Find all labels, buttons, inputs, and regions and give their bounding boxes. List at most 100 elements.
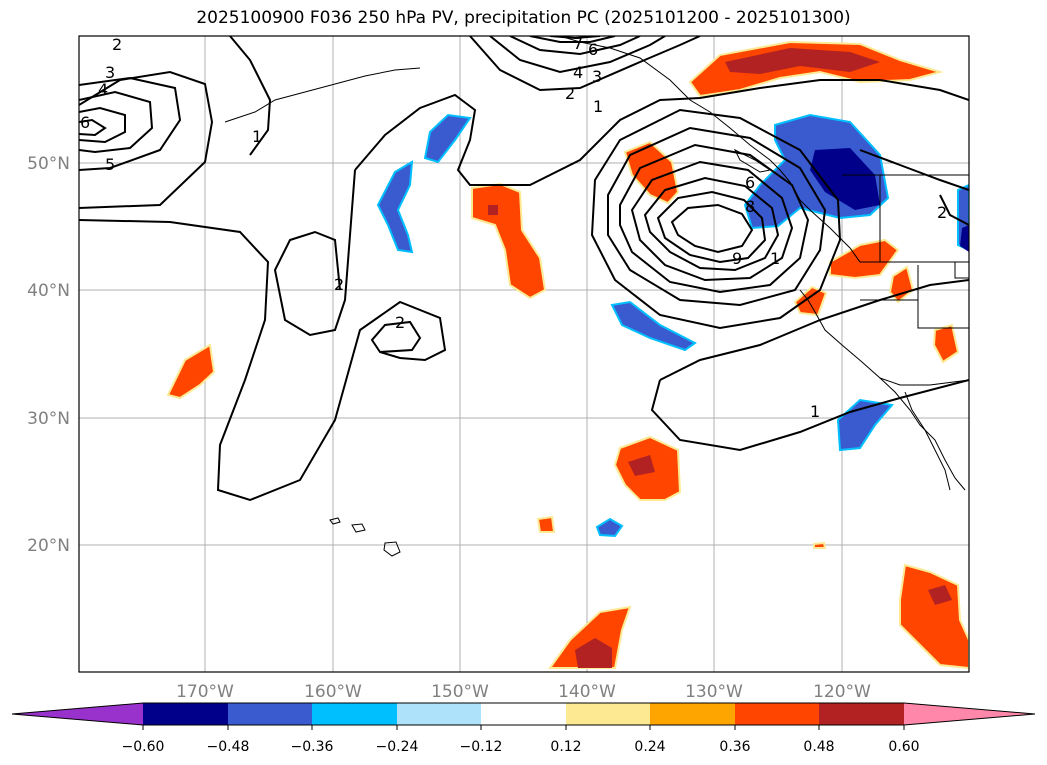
- precip-core: [575, 638, 612, 668]
- state-border: [917, 265, 969, 329]
- precip-negative-blob: [423, 113, 472, 164]
- us-mexico-border: [879, 377, 969, 386]
- precip-core: [725, 48, 880, 74]
- colorbar-extend-max: [904, 703, 1035, 725]
- colorbar-segment: [397, 703, 481, 725]
- coastlines: [224, 36, 969, 557]
- colorbar-tick-label: 0.48: [803, 739, 834, 755]
- lon-label: 140°W: [558, 682, 616, 702]
- pv-contour-label: 2: [395, 313, 405, 332]
- state-border: [954, 262, 969, 279]
- precip-positive-blob: [813, 541, 827, 549]
- pv-contour: [354, 79, 969, 186]
- colorbar-segment: [735, 703, 819, 725]
- latitude-labels: 50°N 40°N 30°N 20°N: [27, 154, 70, 556]
- colorbar-tick-label: −0.24: [376, 739, 419, 755]
- pv-contour-label: 3: [592, 67, 602, 86]
- us-west-coast: [799, 289, 966, 491]
- pv-contour-labels: 2 3 4 6 5 1 2 2 7 6 4 3 2 1 6 8 9 1 1 2: [80, 34, 947, 421]
- pv-contour: [79, 106, 126, 144]
- precip-negative-blob: [595, 517, 624, 538]
- precip-positive-blob: [932, 323, 960, 364]
- pv-contour: [607, 126, 827, 307]
- lat-label: 20°N: [27, 536, 70, 556]
- pv-contour: [643, 176, 780, 272]
- colorbar-tick-label: 0.60: [888, 739, 919, 755]
- pv-contour: [670, 203, 754, 254]
- precip-positive-areas: [166, 40, 969, 670]
- colorbar-tick-label: −0.12: [460, 739, 503, 755]
- pv-contours: [79, 36, 969, 502]
- lat-label: 40°N: [27, 281, 70, 301]
- colorbar-segment: [481, 703, 566, 725]
- pv-contour: [859, 149, 969, 191]
- precip-core: [628, 455, 655, 476]
- colorbar-segment: [650, 703, 735, 725]
- pv-contour: [630, 160, 794, 282]
- colorbar-segment: [819, 703, 904, 725]
- pv-contour-label: 2: [937, 203, 947, 222]
- pv-contour-label: 6: [745, 173, 755, 192]
- precip-core: [488, 205, 498, 215]
- pv-contour-label: 4: [98, 80, 108, 99]
- pv-contour-label: 4: [573, 63, 583, 82]
- precip-core: [928, 585, 952, 605]
- colorbar-tick-label: 0.36: [719, 739, 750, 755]
- hawaii-island: [351, 523, 366, 533]
- pv-contour: [469, 36, 701, 92]
- pv-contour: [79, 219, 447, 502]
- vancouver-island: [733, 148, 772, 173]
- precip-positive-blob: [166, 343, 216, 400]
- pv-contour-label: 1: [593, 97, 603, 116]
- colorbar-extend-min: [12, 703, 143, 725]
- precip-positive-blob: [536, 515, 556, 533]
- colorbar-segment: [143, 703, 228, 725]
- colorbar-tick-label: −0.48: [207, 739, 250, 755]
- pv-contour-label: 6: [80, 113, 90, 132]
- pv-contour: [590, 108, 842, 330]
- pv-contour-label: 2: [112, 35, 122, 54]
- pv-contour: [489, 36, 666, 74]
- baja-california: [904, 391, 951, 491]
- precip-negative-cores: [810, 148, 969, 252]
- colorbar-segment: [566, 703, 650, 725]
- precip-positive-blob: [793, 285, 828, 317]
- precip-core-negative: [810, 148, 880, 210]
- pv-contour: [659, 279, 969, 381]
- colorbar-segment: [228, 703, 312, 725]
- pv-contour-label: 1: [810, 402, 820, 421]
- precip-core-negative: [960, 225, 969, 252]
- pv-contour: [939, 194, 969, 226]
- pv-contour: [79, 90, 154, 154]
- precip-positive-blob: [688, 40, 944, 98]
- colorbar-segment: [312, 703, 397, 725]
- pv-contour-label: 9: [732, 249, 742, 268]
- lon-label: 160°W: [304, 682, 362, 702]
- pv-contour: [273, 169, 356, 337]
- pv-contour: [650, 379, 969, 452]
- pv-contour-label: 3: [105, 63, 115, 82]
- lon-label: 120°W: [813, 682, 871, 702]
- lat-label: 50°N: [27, 154, 70, 174]
- alaska-coast: [224, 67, 421, 123]
- pv-contour-label: 1: [770, 249, 780, 268]
- lon-label: 150°W: [431, 682, 489, 702]
- precip-positive-cores: [488, 48, 952, 668]
- pv-contour-label: 7: [573, 34, 583, 53]
- lon-label: 170°W: [176, 682, 234, 702]
- pv-contour-label: 2: [334, 275, 344, 294]
- colorbar-tick-label: 0.12: [550, 739, 581, 755]
- lat-label: 30°N: [27, 409, 70, 429]
- pv-contour: [79, 118, 107, 137]
- pv-contour-label: 8: [745, 197, 755, 216]
- precip-negative-blob: [610, 300, 697, 352]
- pv-contour: [509, 36, 641, 56]
- colorbar-tick-label: −0.60: [122, 739, 165, 755]
- pv-contour-label: 2: [565, 84, 575, 103]
- pv-contour: [619, 143, 810, 294]
- hawaii-island: [383, 541, 401, 557]
- pv-contour: [79, 76, 182, 171]
- pv-contour-label: 5: [105, 155, 115, 174]
- pv-contour: [370, 320, 422, 354]
